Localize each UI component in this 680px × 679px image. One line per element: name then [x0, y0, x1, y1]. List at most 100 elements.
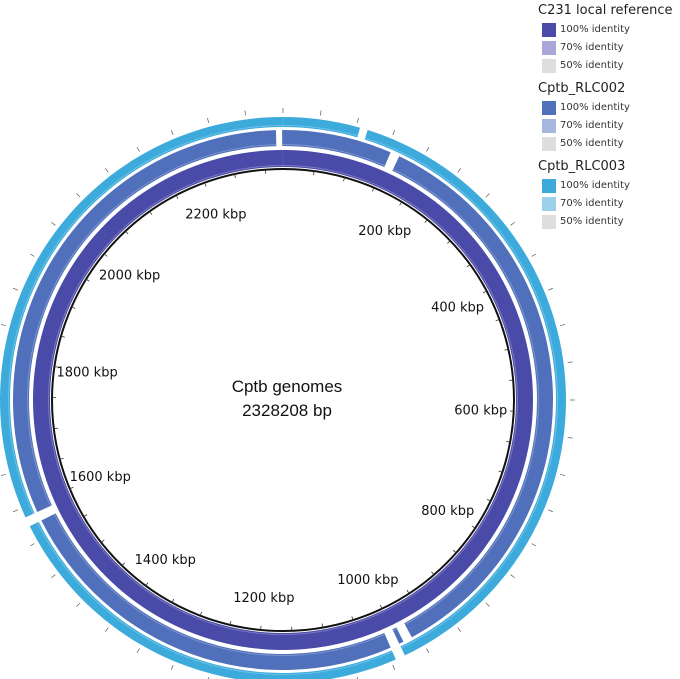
position-label: 200 kbp	[358, 224, 411, 239]
ring-segment-1	[32, 150, 533, 650]
outer-tick	[170, 665, 174, 670]
outer-tick	[567, 361, 573, 363]
outer-tick	[457, 627, 462, 632]
scale-tick	[234, 174, 236, 179]
scale-tick	[204, 182, 207, 187]
outer-tick	[320, 110, 322, 116]
position-label: 1800 kbp	[56, 365, 117, 380]
scale-tick	[59, 457, 64, 460]
outer-tick	[0, 324, 6, 327]
scale-tick	[351, 616, 354, 621]
ring-highlight	[48, 165, 518, 635]
outer-tick	[29, 543, 35, 547]
outer-tick	[13, 287, 18, 291]
legend-label: 50% identity	[560, 60, 624, 71]
outer-tick	[548, 509, 553, 513]
legend-label: 100% identity	[560, 102, 630, 113]
outer-tick	[392, 665, 396, 670]
scale-tick	[506, 440, 511, 443]
scale-tick	[504, 348, 509, 351]
outer-tick	[244, 110, 246, 116]
ring-segment-2	[392, 156, 553, 638]
scale-tick	[149, 211, 153, 215]
outer-tick	[485, 193, 490, 198]
ring-segment-3	[0, 117, 283, 518]
scale-tick	[175, 195, 179, 199]
legend-title-rlc003: Cptb_RLC003	[538, 159, 626, 174]
scale-tick	[424, 219, 428, 223]
scale-tick	[71, 306, 76, 309]
ring-segment-3	[283, 117, 361, 138]
ring-segment-2	[282, 130, 283, 147]
position-label: 2000 kbp	[99, 269, 160, 284]
ring-segment-2	[283, 130, 391, 168]
outer-tick	[0, 473, 6, 476]
scale-tick	[69, 486, 74, 490]
outer-tick	[560, 473, 566, 476]
outer-tick	[392, 130, 396, 135]
outer-tick	[76, 602, 81, 607]
ring-segment-2	[392, 627, 404, 644]
outer-tick	[136, 648, 140, 654]
outer-tick	[548, 287, 553, 291]
scale-tick	[229, 620, 232, 625]
legend-title-rlc002: Cptb_RLC002	[538, 81, 626, 96]
scale-tick	[406, 589, 410, 594]
legend-label: 100% identity	[560, 24, 630, 35]
scale-tick	[482, 290, 487, 294]
outer-tick	[426, 648, 430, 654]
outer-tick	[207, 677, 210, 679]
legend-swatch	[542, 215, 556, 229]
scale-tick	[100, 539, 105, 543]
position-label: 1000 kbp	[337, 573, 398, 588]
scale-tick	[471, 525, 476, 529]
legend-swatch	[542, 23, 556, 37]
scale-tick	[452, 549, 457, 554]
legend-label: 70% identity	[560, 198, 624, 209]
ring-segment-2	[12, 130, 277, 512]
scale-tick	[343, 177, 345, 182]
scale-tick	[431, 571, 435, 576]
scale-tick	[379, 604, 383, 609]
scale-tick	[486, 499, 491, 502]
legend-swatch	[542, 179, 556, 193]
scale-tick	[121, 562, 126, 566]
legend-label: 100% identity	[560, 180, 630, 191]
outer-tick	[104, 627, 109, 632]
scale-tick	[54, 366, 59, 368]
position-label: 1600 kbp	[70, 470, 131, 485]
ring-segment-3	[29, 521, 396, 679]
scale-tick	[85, 278, 90, 282]
outer-tick	[29, 253, 35, 257]
legend-swatch	[542, 101, 556, 115]
scale-tick	[399, 201, 403, 206]
outer-tick	[567, 437, 573, 439]
ring-segment-2	[41, 513, 391, 670]
ring-highlight	[27, 144, 539, 656]
scale-tick	[171, 598, 175, 603]
outer-tick	[356, 117, 359, 123]
position-label: 2200 kbp	[185, 208, 246, 223]
outer-tick	[426, 146, 430, 152]
position-label: 600 kbp	[454, 404, 507, 419]
outer-tick	[531, 253, 537, 257]
position-label: 1400 kbp	[135, 553, 196, 568]
scale-tick	[498, 470, 503, 473]
outer-tick	[76, 193, 81, 198]
legend-label: 70% identity	[560, 42, 624, 53]
legend-label: 50% identity	[560, 216, 624, 227]
scale-tick	[199, 611, 202, 616]
backbone-circle	[51, 168, 515, 632]
scale-tick	[125, 230, 129, 235]
legend-title-c231: C231 local reference	[538, 3, 673, 18]
outer-tick	[13, 509, 18, 513]
outer-tick	[560, 324, 566, 327]
scale-tick	[321, 623, 324, 628]
outer-tick	[457, 168, 462, 173]
outer-tick	[510, 221, 515, 226]
legend-swatch	[542, 41, 556, 55]
scale-tick	[313, 171, 315, 176]
legend-swatch	[542, 137, 556, 151]
legend-swatch	[542, 59, 556, 73]
scale-tick	[466, 264, 471, 268]
